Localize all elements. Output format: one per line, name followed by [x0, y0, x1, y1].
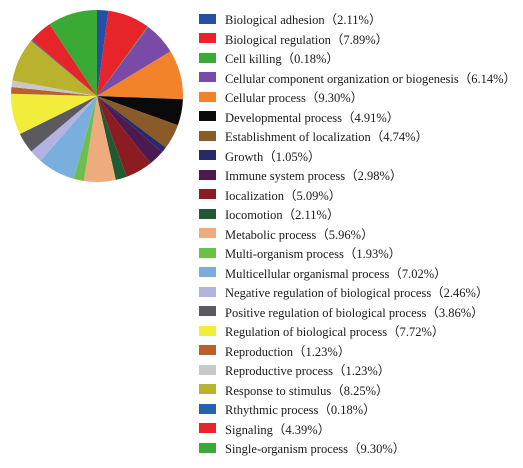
pie-slice — [97, 10, 148, 97]
legend-item: Signaling（4.39%） — [199, 419, 519, 439]
legend-swatch — [199, 91, 216, 102]
pie-slice — [97, 26, 171, 97]
legend-label: Multicellular organismal process（7.02%） — [225, 266, 447, 281]
legend-label: Developmental process（4.91%） — [225, 110, 400, 125]
legend-label: Biological adhesion（2.11%） — [225, 13, 382, 28]
legend-label: Growth（1.05%） — [225, 149, 321, 164]
legend-label: Iocalization（5.09%） — [225, 188, 342, 203]
legend-label: Signaling（4.39%） — [225, 422, 331, 437]
legend-item: Rthythmic process（0.18%） — [199, 399, 519, 419]
legend-swatch — [199, 169, 216, 180]
pie-slice — [97, 96, 127, 180]
pie-slice — [97, 96, 183, 126]
legend-swatch — [199, 423, 216, 434]
legend-swatch — [199, 403, 216, 414]
legend-label: Cellular component organization or bioge… — [225, 71, 517, 86]
legend-item: Developmental process（4.91%） — [199, 107, 519, 127]
legend-swatch — [199, 72, 216, 83]
legend-item: Reproduction（1.23%） — [199, 341, 519, 361]
legend-item: Iocomotion（2.11%） — [199, 204, 519, 224]
pie-slice — [11, 93, 97, 135]
legend-label: Negative regulation of biological proces… — [225, 286, 489, 301]
pie-slice — [19, 96, 98, 152]
legend-label: Metabolic process（5.96%） — [225, 227, 374, 242]
pie-slice — [12, 40, 97, 96]
legend-label: Multi-organism process（1.93%） — [225, 247, 402, 262]
legend-swatch — [199, 286, 216, 297]
pie-slice — [40, 96, 97, 179]
legend-item: Multi-organism process（1.93%） — [199, 243, 519, 263]
legend-label: Positive regulation of biological proces… — [225, 305, 484, 320]
pie-chart — [11, 10, 183, 183]
legend-label: Establishment of localization（4.74%） — [225, 130, 429, 145]
legend-swatch — [199, 247, 216, 258]
legend-swatch — [199, 345, 216, 356]
legend-label: Cell killing（0.18%） — [225, 52, 339, 67]
legend-swatch — [199, 13, 216, 24]
legend-swatch — [199, 150, 216, 161]
pie-slice — [11, 80, 97, 96]
legend-item: Establishment of localization（4.74%） — [199, 126, 519, 146]
legend-swatch — [199, 228, 216, 239]
legend-item: Cellular component organization or bioge… — [199, 68, 519, 88]
legend-item: Cellular process（9.30%） — [199, 87, 519, 107]
legend-item: Biological regulation（7.89%） — [199, 29, 519, 49]
legend-swatch — [199, 130, 216, 141]
legend-label: Rthythmic process（0.18%） — [225, 403, 376, 418]
legend-swatch — [199, 384, 216, 395]
legend-label: Cellular process（9.30%） — [225, 91, 364, 106]
legend-label: Biological regulation（7.89%） — [225, 32, 389, 47]
legend-item: Negative regulation of biological proces… — [199, 282, 519, 302]
pie-slice — [11, 87, 98, 96]
pie-slice — [97, 96, 166, 153]
pie-slice — [97, 96, 163, 164]
pie-slice — [73, 96, 97, 181]
pie-slice — [31, 24, 97, 96]
legend-label: Iocomotion（2.11%） — [225, 208, 340, 223]
legend-label: Response to stimulus（8.25%） — [225, 383, 389, 398]
legend-swatch — [199, 33, 216, 44]
legend-label: Reproduction（1.23%） — [225, 344, 351, 359]
legend-item: Regulation of biological process（7.72%） — [199, 321, 519, 341]
legend-swatch — [199, 189, 216, 200]
legend-item: Multicellular organismal process（7.02%） — [199, 263, 519, 283]
legend-swatch — [199, 364, 216, 375]
legend-item: Growth（1.05%） — [199, 146, 519, 166]
legend-swatch — [199, 111, 216, 122]
pie-slice — [49, 10, 97, 96]
legend-swatch — [199, 208, 216, 219]
pie-slice — [97, 96, 151, 177]
chart-legend: Biological adhesion（2.11%） Biological reg… — [199, 9, 519, 458]
legend-swatch — [199, 306, 216, 317]
pie-slice — [97, 51, 183, 100]
legend-swatch — [199, 52, 216, 63]
pie-slice — [83, 96, 116, 183]
legend-item: Response to stimulus（8.25%） — [199, 380, 519, 400]
legend-item: Biological adhesion（2.11%） — [199, 9, 519, 29]
legend-item: Positive regulation of biological proces… — [199, 302, 519, 322]
pie-slice — [97, 10, 109, 96]
legend-label: Reproductive process（1.23%） — [225, 364, 391, 379]
legend-item: Reproductive process（1.23%） — [199, 360, 519, 380]
pie-slice — [97, 26, 149, 96]
pie-slice — [31, 96, 98, 161]
legend-label: Immune system process（2.98%） — [225, 169, 403, 184]
legend-item: Cell killing（0.18%） — [199, 48, 519, 68]
legend-item: Immune system process（2.98%） — [199, 165, 519, 185]
legend-swatch — [199, 325, 216, 336]
legend-label: Regulation of biological process（7.72%） — [225, 325, 445, 340]
legend-swatch — [199, 267, 216, 278]
legend-swatch — [199, 442, 216, 453]
legend-label: Single-organism process（9.30%） — [225, 442, 406, 457]
pie-slice — [31, 39, 98, 96]
legend-item: Iocalization（5.09%） — [199, 185, 519, 205]
legend-item: Single-organism process（9.30%） — [199, 438, 519, 458]
legend-item: Metabolic process（5.96%） — [199, 224, 519, 244]
pie-slice — [97, 96, 178, 148]
